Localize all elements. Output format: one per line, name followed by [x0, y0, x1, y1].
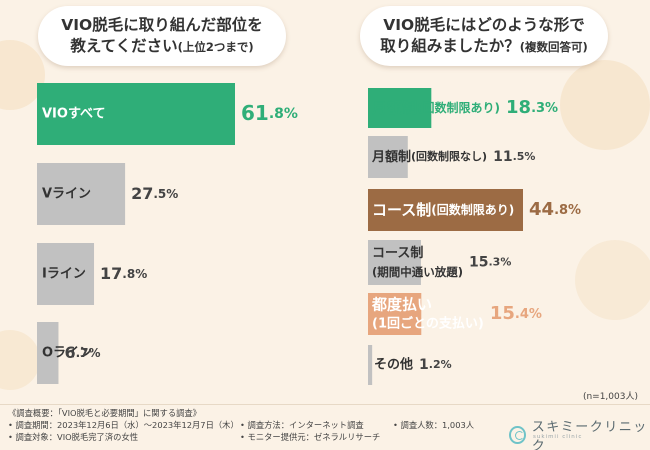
right-bar: [368, 293, 422, 335]
left-bar-value: 61.8%: [241, 101, 298, 125]
left-bar-value: 6.7%: [64, 343, 100, 362]
left-bar-label: Iライン: [42, 267, 86, 282]
survey-target: • 調査対象：VIO脱毛完了済の女性: [8, 432, 139, 442]
right-bar-value: 44.8%: [529, 199, 581, 220]
logo-name: スキミークリニック: [531, 420, 648, 450]
survey-respondents: • 調査人数：1,003人: [393, 420, 475, 430]
right-question-line2: 取り組みましたか？(複数回答可): [380, 36, 588, 58]
left-bar-value: 27.5%: [131, 184, 178, 203]
left-bar-value: 17.8%: [100, 264, 147, 283]
flower-decoration: [575, 240, 650, 320]
left-bar-label: Vライン: [42, 187, 91, 202]
left-bar: [37, 83, 235, 145]
right-bar: [368, 88, 432, 128]
left-question-main: 教えてください: [70, 36, 178, 55]
left-bar: [37, 322, 59, 384]
right-question-line1: VIO脱毛にはどのような形で: [383, 15, 585, 34]
survey-overview: 《調査概要：「VIO脱毛と必要期間」に関する調査》: [8, 408, 202, 418]
left-question-bubble: VIO脱毛に取り組んだ部位を 教えてください(上位2つまで): [38, 6, 286, 66]
right-bar: [368, 240, 421, 285]
survey-provider: • モニター提供元：ゼネラルリサーチ: [240, 432, 381, 442]
right-bar: [368, 189, 523, 231]
right-bar-value: 18.3%: [506, 97, 558, 118]
left-bar-label: VIOすべて: [42, 107, 106, 122]
right-bar-label: 月額制(回数制限なし): [371, 149, 487, 165]
right-bar-value: 15.3%: [469, 255, 511, 271]
left-question-line1: VIO脱毛に取り組んだ部位を: [61, 15, 263, 34]
right-bar-value: 11.5%: [493, 149, 535, 165]
right-question-main: 取り組みましたか？: [380, 36, 520, 55]
left-question-note: (上位2つまで): [177, 39, 254, 54]
right-bar-sublabel: (1回ごとの支払い): [372, 316, 484, 332]
survey-footer: [0, 404, 650, 450]
flower-decoration: [560, 60, 650, 150]
survey-method: • 調査方法：インターネット調査: [240, 420, 364, 430]
right-bar-value: 15.4%: [490, 303, 542, 324]
right-bar-value: 1.2%: [419, 357, 452, 373]
right-bar-label: その他: [374, 357, 413, 373]
right-bar-label: 都度払い: [371, 296, 432, 314]
right-bar: [368, 136, 408, 178]
left-bar: [37, 163, 126, 225]
right-question-note: (複数回答可): [519, 39, 588, 54]
left-question-line2: 教えてください(上位2つまで): [70, 36, 253, 58]
logo-subtitle: sukimii clinic: [533, 434, 583, 440]
sample-size-note: (n=1,003人): [582, 392, 638, 402]
right-bar-label: コース制(回数制限あり): [372, 201, 514, 219]
right-question-bubble: VIO脱毛にはどのような形で 取り組みましたか？(複数回答可): [360, 6, 608, 66]
right-bar-sublabel: (期間中通い放題): [372, 265, 463, 279]
right-bar-label: コース制: [372, 245, 423, 261]
right-bar-label: 月額制(回数制限あり): [371, 99, 500, 117]
right-bar: [368, 345, 373, 385]
clinic-logo: スキミークリニック: [509, 416, 650, 450]
left-bar: [37, 243, 95, 305]
survey-period: • 調査期間：2023年12月6日（水）～2023年12月7日（木）: [8, 420, 239, 430]
logo-mark-icon: [509, 426, 526, 444]
left-bar-label: Oライン: [42, 346, 92, 361]
